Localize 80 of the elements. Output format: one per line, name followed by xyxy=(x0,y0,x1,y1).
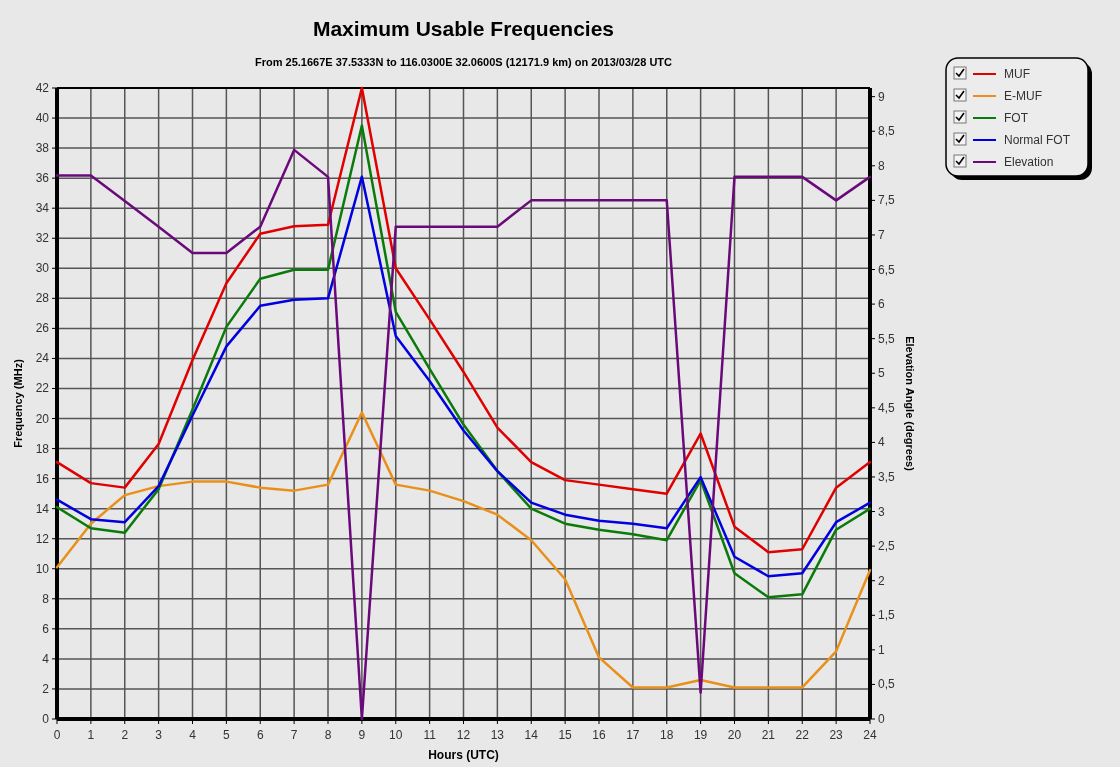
x-tick-label: 23 xyxy=(829,728,844,742)
x-tick-label: 13 xyxy=(490,728,505,742)
y-tick-label: 14 xyxy=(35,501,50,516)
y-tick-label: 18 xyxy=(35,441,50,456)
legend-label: Elevation xyxy=(1004,155,1054,169)
x-tick-label: 19 xyxy=(693,728,708,742)
y-tick-label: 16 xyxy=(35,471,50,486)
y2-tick-label: 2 xyxy=(878,573,885,588)
y2-tick-label: 1 xyxy=(878,642,885,657)
x-tick-label: 7 xyxy=(290,728,298,742)
x-tick-label: 18 xyxy=(660,728,674,742)
x-tick-label: 24 xyxy=(863,728,877,742)
chart-subtitle: From 25.1667E 37.5333N to 116.0300E 32.0600S (12171.9 km) on 2013/03/28 UTC xyxy=(254,56,673,68)
x-tick-label: 10 xyxy=(389,728,403,742)
y2-tick-label: 9 xyxy=(878,89,885,104)
y-tick-label: 8 xyxy=(42,591,50,606)
y-tick-label: 42 xyxy=(35,81,50,95)
x-axis-title: Hours (UTC) xyxy=(428,748,499,762)
x-tick-label: 2 xyxy=(121,728,129,742)
y2-tick-label: 8 xyxy=(878,158,885,173)
y2-tick-label: 5,5 xyxy=(878,331,896,346)
x-tick-label: 14 xyxy=(524,728,539,742)
x-tick-label: 9 xyxy=(358,728,366,742)
x-tick-label: 3 xyxy=(155,728,163,742)
x-tick-label: 22 xyxy=(795,728,810,742)
x-tick-label: 20 xyxy=(727,728,742,742)
y2-tick-label: 1,5 xyxy=(878,608,896,623)
legend-label: FOT xyxy=(1004,111,1029,125)
y2-tick-label: 7 xyxy=(878,227,885,242)
y2-axis-title: Elevation Angle (degrees) xyxy=(904,336,916,472)
x-tick-label: 16 xyxy=(592,728,606,742)
x-tick-label: 8 xyxy=(324,728,332,742)
y-axis-title: Frequency (MHz) xyxy=(12,358,24,448)
x-tick-label: 4 xyxy=(189,728,197,742)
line-series xyxy=(55,411,872,689)
x-tick-label: 21 xyxy=(761,728,776,742)
y2-tick-label: 8,5 xyxy=(878,124,896,139)
x-tick-label: 15 xyxy=(558,728,573,742)
y-tick-label: 40 xyxy=(35,111,50,126)
y-tick-label: 32 xyxy=(35,231,50,246)
chart-title: Maximum Usable Frequencies xyxy=(312,17,615,40)
y2-tick-label: 0,5 xyxy=(878,677,896,692)
x-tick-label: 5 xyxy=(223,728,231,742)
line-series xyxy=(55,124,872,599)
legend-label: Normal FOT xyxy=(1004,133,1071,147)
line-series xyxy=(55,86,872,554)
y2-tick-label: 7,5 xyxy=(878,193,896,208)
y-tick-label: 26 xyxy=(35,321,50,336)
y-tick-label: 38 xyxy=(35,141,50,156)
y-tick-label: 30 xyxy=(35,261,50,276)
x-tick-label: 6 xyxy=(256,728,264,742)
y-tick-label: 22 xyxy=(35,381,50,396)
y-tick-label: 4 xyxy=(42,651,50,666)
x-tick-label: 12 xyxy=(456,728,471,742)
x-tick-label: 0 xyxy=(53,728,61,742)
x-tick-label: 1 xyxy=(87,728,95,742)
y-tick-label: 24 xyxy=(35,351,50,366)
y-tick-label: 34 xyxy=(35,201,50,216)
line-series xyxy=(55,175,872,578)
y-tick-label: 20 xyxy=(35,411,50,426)
y2-tick-label: 6,5 xyxy=(878,262,896,277)
y2-tick-label: 4,5 xyxy=(878,400,896,415)
y2-tick-label: 3,5 xyxy=(878,469,896,484)
y-tick-label: 2 xyxy=(42,681,50,696)
x-tick-label: 11 xyxy=(423,728,437,742)
y2-tick-label: 6 xyxy=(878,297,885,312)
y-tick-label: 12 xyxy=(35,531,50,546)
y2-tick-label: 3 xyxy=(878,504,885,519)
y2-tick-label: 0 xyxy=(878,712,885,726)
legend-label: E-MUF xyxy=(1004,89,1042,103)
y2-tick-label: 2,5 xyxy=(878,539,896,554)
y2-tick-label: 4 xyxy=(878,435,885,450)
y-tick-label: 28 xyxy=(35,291,50,306)
y-tick-label: 0 xyxy=(42,712,50,726)
x-tick-label: 17 xyxy=(626,728,640,742)
y-tick-label: 6 xyxy=(42,621,50,636)
y2-tick-label: 5 xyxy=(878,366,885,381)
y-tick-label: 10 xyxy=(35,561,50,576)
y-tick-label: 36 xyxy=(35,171,50,186)
legend-label: MUF xyxy=(1004,67,1030,81)
